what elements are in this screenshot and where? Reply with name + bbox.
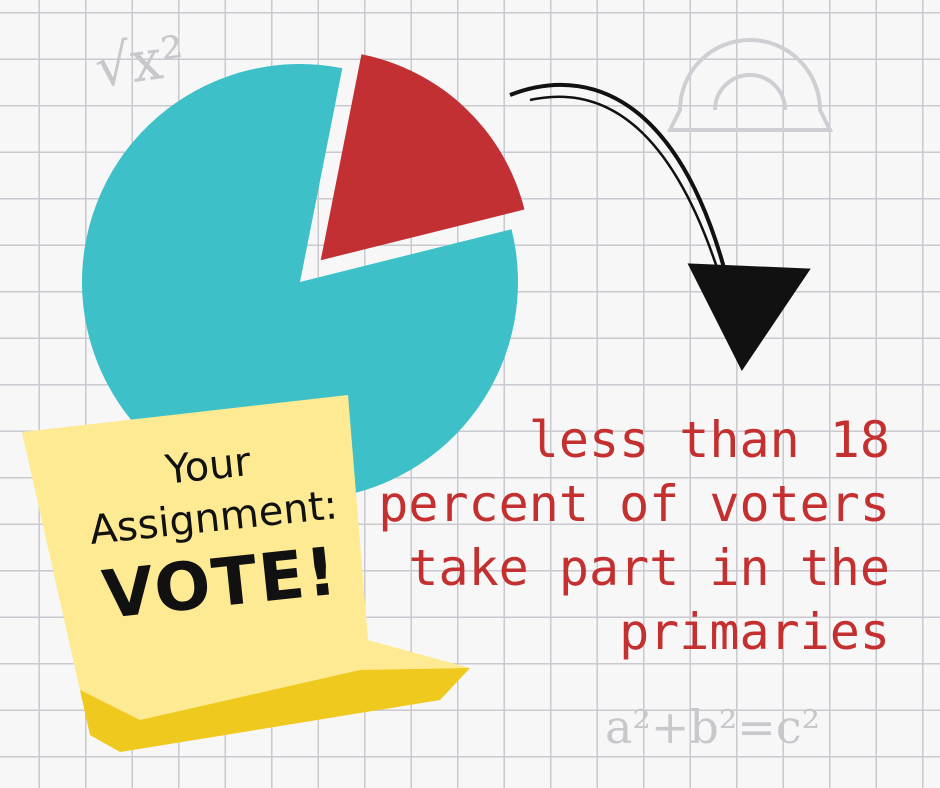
pie-slice-exploded [320, 54, 525, 261]
arrow-icon [509, 82, 811, 371]
caption-line: take part in the [408, 539, 890, 597]
caption-line: less than 18 [528, 411, 890, 469]
pie-slice-main [81, 64, 519, 500]
caption-line: percent of voters [378, 475, 890, 533]
sticky-note [22, 395, 470, 752]
caption-line: primaries [619, 603, 890, 661]
sticky-note-text: Your Assignment: VOTE! [31, 422, 398, 642]
pythagoras-doodle: a²+b²=c² [605, 700, 821, 754]
caption: less than 18 percent of voters take part… [378, 408, 890, 664]
protractor-doodle [666, 38, 834, 132]
